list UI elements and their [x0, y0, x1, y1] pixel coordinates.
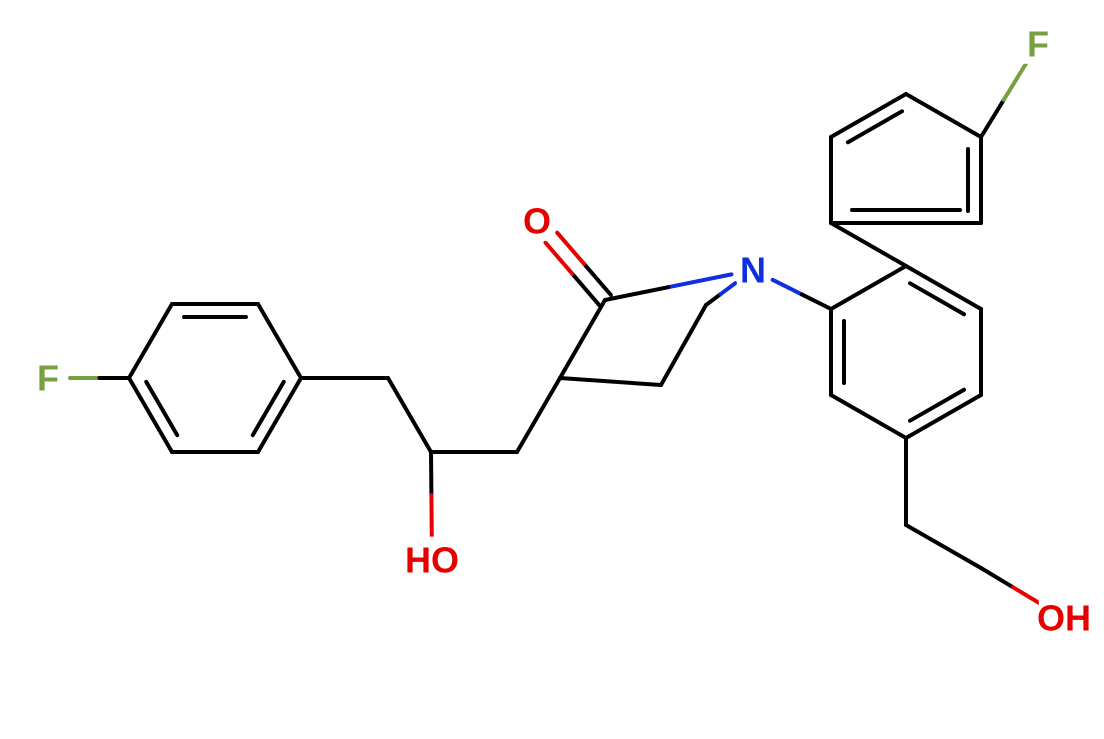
atom-label-O_d: O: [523, 201, 551, 242]
atom-label-F_R: F: [1027, 24, 1049, 65]
atom-label-OH_L: HO: [405, 540, 459, 581]
atom-label-F_L: F: [37, 358, 59, 399]
molecule-diagram: F HO O N OH F: [0, 0, 1104, 739]
atom-label-OH_R: OH: [1037, 598, 1091, 639]
atom-label-N: N: [740, 250, 766, 291]
